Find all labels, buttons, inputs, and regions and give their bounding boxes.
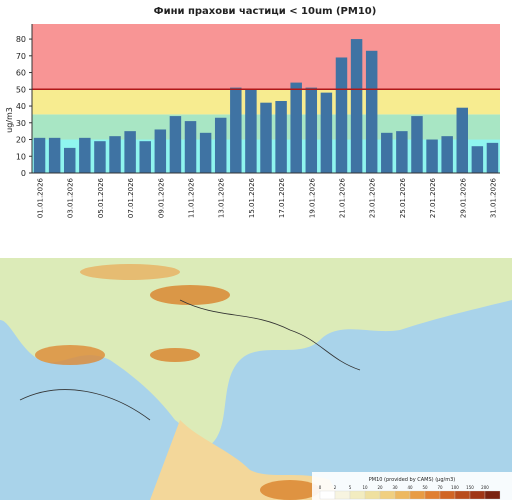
legend-swatch (454, 490, 471, 500)
x-tick-label: 03.01.2026 (67, 177, 75, 218)
bar (124, 131, 136, 173)
bar (79, 137, 91, 173)
x-tick-label: 19.01.2026 (308, 177, 316, 218)
legend-swatch (439, 490, 456, 500)
x-tick-label: 07.01.2026 (127, 177, 135, 218)
bar (94, 141, 106, 173)
x-tick-label: 05.01.2026 (97, 177, 105, 218)
legend-tick: 20 (377, 485, 383, 490)
x-tick-label: 01.01.2026 (37, 177, 45, 218)
bar (109, 136, 121, 173)
y-tick-label: 30 (16, 119, 26, 128)
chart-title: Фини прахови частици < 10um (PM10) (154, 6, 377, 17)
legend-tick: 30 (392, 485, 398, 490)
bar (245, 89, 257, 173)
bar (471, 146, 484, 173)
bar (154, 129, 167, 173)
y-tick-label: 10 (16, 152, 26, 161)
y-tick-label: 80 (16, 35, 26, 44)
bar (411, 116, 423, 173)
legend-tick: 200 (481, 485, 489, 490)
bar (169, 116, 182, 173)
band (32, 24, 500, 90)
legend-tick: 70 (437, 485, 443, 490)
bar (184, 121, 197, 173)
bar (290, 82, 302, 173)
legend-swatch (394, 490, 411, 500)
bar (230, 87, 242, 173)
bar (350, 39, 363, 174)
bar (275, 101, 287, 173)
x-tick-label: 29.01.2026 (459, 177, 467, 218)
legend-tick: 40 (407, 485, 413, 490)
bar (335, 57, 348, 173)
x-tick-label: 17.01.2026 (278, 177, 286, 218)
legend-swatch (319, 490, 336, 500)
chart: 0 10 20 30 40 50 60 70 80 01.01.2026 03.01.2026 05.… (16, 24, 500, 218)
legend-swatch (334, 490, 351, 500)
bar (48, 137, 61, 173)
x-tick-label: 21.01.2026 (338, 177, 346, 218)
bar (486, 142, 499, 173)
bar (396, 131, 408, 173)
bar (214, 117, 227, 173)
y-tick-label: 0 (21, 169, 26, 178)
legend-swatch (379, 490, 396, 500)
bar (64, 147, 76, 173)
legend-tick: 50 (422, 485, 428, 490)
legend-swatch (409, 490, 426, 500)
bar (305, 87, 318, 173)
y-tick-label: 70 (16, 52, 26, 61)
legend-swatch (349, 490, 366, 500)
x-tick-label: 11.01.2026 (188, 177, 196, 218)
legend-tick: 5 (349, 485, 352, 490)
legend-tick: 10 (362, 485, 368, 490)
legend-tick: 150 (466, 485, 474, 490)
bar (381, 132, 393, 173)
bar (441, 136, 453, 173)
legend-swatch (424, 490, 441, 500)
bar (456, 107, 468, 173)
y-tick-label: 40 (16, 102, 26, 111)
bar (139, 141, 151, 173)
x-tick-label: 09.01.2026 (157, 177, 165, 218)
y-tick-label: 60 (16, 69, 26, 78)
legend-swatch (364, 490, 381, 500)
bar (426, 139, 438, 173)
x-tick-label: 31.01.2026 (489, 177, 497, 218)
map: PM10 (provided by CAMS) (µg/m3) 0 2 5 10 20 30… (0, 258, 512, 500)
x-tick-label: 25.01.2026 (399, 177, 407, 218)
x-tick-label: 23.01.2026 (369, 177, 377, 218)
bar (199, 132, 212, 173)
bar (33, 137, 46, 173)
y-tick-label: 20 (16, 136, 26, 145)
legend-swatch (484, 490, 501, 500)
legend-tick: 100 (451, 485, 459, 490)
bar (260, 102, 272, 173)
legend-tick: 0 (319, 485, 322, 490)
x-tick-label: 27.01.2026 (429, 177, 437, 218)
y-axis-label: ug/m3 (5, 107, 14, 133)
x-tick-label: 13.01.2026 (218, 177, 226, 218)
bar (365, 50, 378, 174)
legend-tick: 2 (334, 485, 337, 490)
bar (320, 92, 333, 173)
x-tick-label: 15.01.2026 (248, 177, 256, 218)
legend-swatch (469, 490, 486, 500)
legend-title: PM10 (provided by CAMS) (µg/m3) (369, 477, 455, 483)
y-tick-label: 50 (16, 85, 26, 94)
